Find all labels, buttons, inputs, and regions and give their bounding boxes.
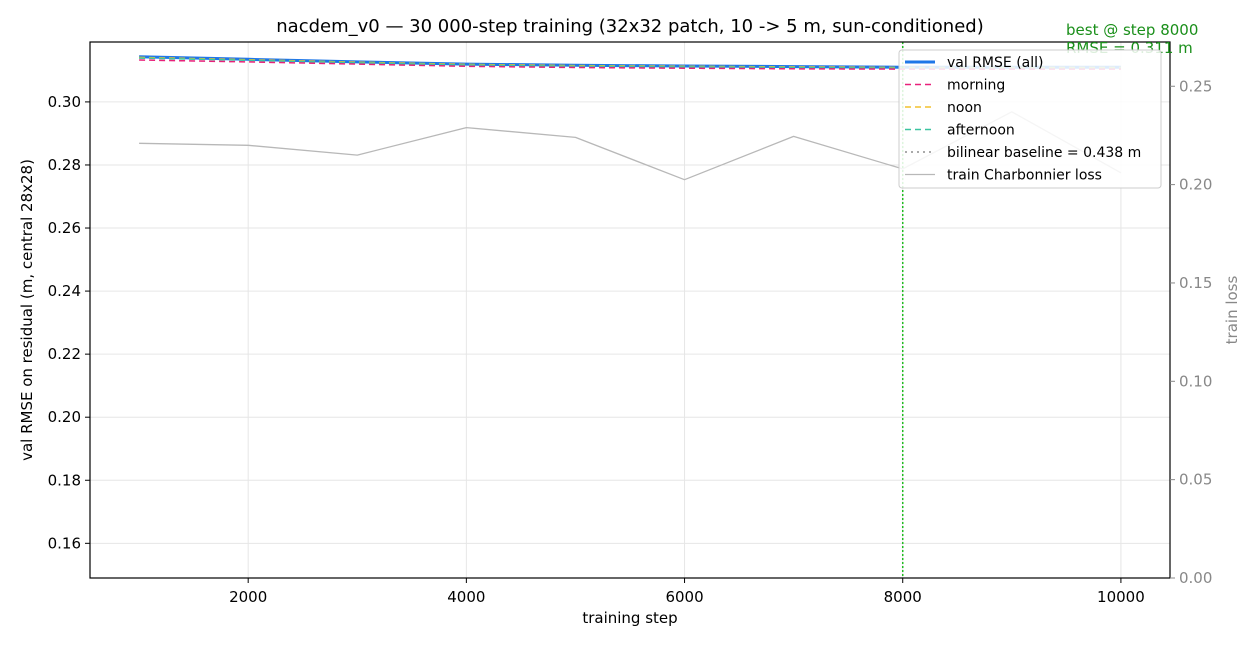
series-line bbox=[139, 59, 1121, 70]
x-tick-label: 6000 bbox=[665, 588, 703, 606]
y-tick-label: 0.16 bbox=[48, 534, 81, 552]
x-tick-label: 2000 bbox=[229, 588, 267, 606]
y-axis-title: val RMSE on residual (m, central 28x28) bbox=[18, 159, 36, 461]
y-right-tick-label: 0.20 bbox=[1179, 176, 1212, 194]
series-line bbox=[139, 57, 1121, 69]
legend-label: afternoon bbox=[947, 123, 1015, 139]
y-tick-label: 0.22 bbox=[48, 345, 81, 363]
x-tick-label: 10000 bbox=[1097, 588, 1145, 606]
y-tick-label: 0.24 bbox=[48, 282, 81, 300]
y-axis-left: 0.16 0.18 0.20 0.22 0.24 0.26 0.28 0.30 bbox=[48, 93, 90, 552]
legend-label: train Charbonnier loss bbox=[947, 168, 1102, 184]
x-tick-label: 8000 bbox=[884, 588, 922, 606]
y-tick-label: 0.28 bbox=[48, 156, 81, 174]
legend: val RMSE (all) morning noon afternoon biline… bbox=[898, 49, 1162, 189]
y-tick-label: 0.20 bbox=[48, 408, 81, 426]
y-right-tick-label: 0.10 bbox=[1179, 372, 1212, 390]
y-tick-label: 0.26 bbox=[48, 219, 81, 237]
y-right-tick-label: 0.15 bbox=[1179, 274, 1212, 292]
chart-title: nacdem_v0 — 30 000-step training (32x32 … bbox=[276, 16, 983, 37]
legend-label: morning bbox=[947, 78, 1005, 94]
y-axis-right-title: train loss bbox=[1223, 275, 1241, 344]
y-axis-right: 0.00 0.05 0.10 0.15 0.20 0.25 bbox=[1170, 77, 1212, 587]
series-afternoon bbox=[139, 57, 1121, 69]
y-tick-label: 0.30 bbox=[48, 93, 81, 111]
y-right-tick-label: 0.00 bbox=[1179, 569, 1212, 587]
legend-label: val RMSE (all) bbox=[947, 55, 1043, 71]
x-axis: 2000 4000 6000 8000 10000 bbox=[229, 578, 1145, 606]
series-morning bbox=[139, 59, 1121, 70]
y-right-tick-label: 0.05 bbox=[1179, 471, 1212, 489]
x-tick-label: 4000 bbox=[447, 588, 485, 606]
y-right-tick-label: 0.25 bbox=[1179, 77, 1212, 95]
x-axis-title: training step bbox=[582, 609, 677, 627]
plot-frame bbox=[89, 41, 1171, 579]
legend-box bbox=[898, 49, 1162, 189]
legend-label: noon bbox=[947, 100, 982, 116]
legend-label: bilinear baseline = 0.438 m bbox=[947, 145, 1141, 161]
best-annotation-line1: best @ step 8000 bbox=[1066, 21, 1198, 39]
y-tick-label: 0.18 bbox=[48, 471, 81, 489]
